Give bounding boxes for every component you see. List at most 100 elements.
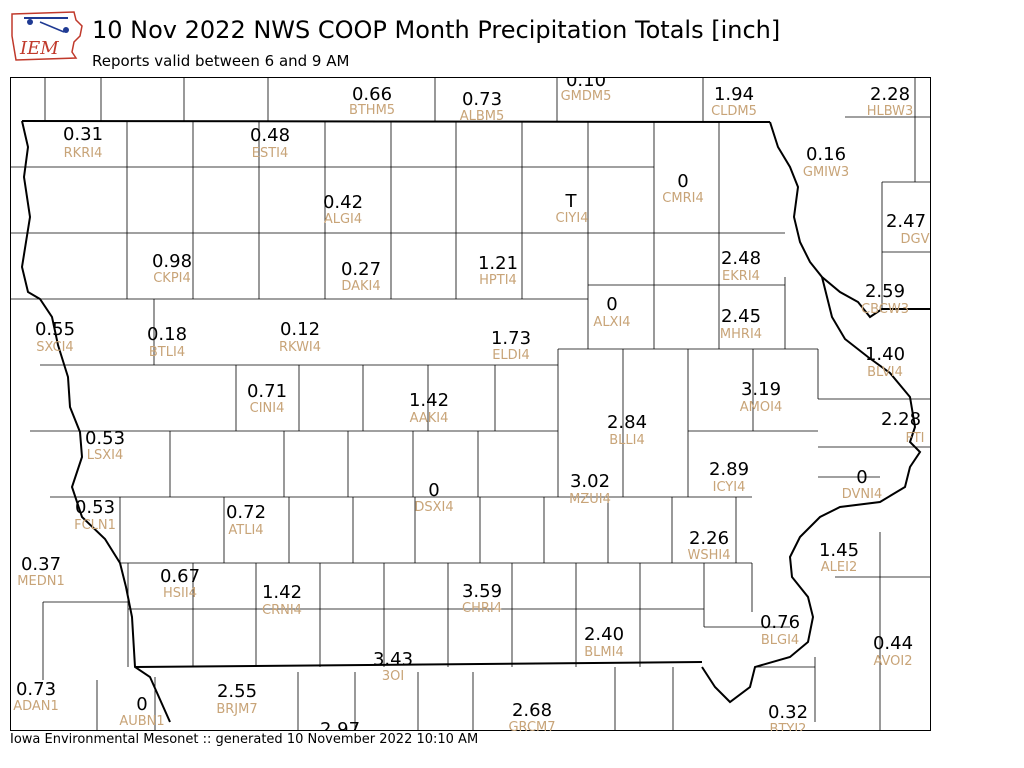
station-value: 2.45: [721, 306, 761, 327]
station-value: 0.73: [462, 89, 502, 110]
footer-credit: Iowa Environmental Mesonet :: generated …: [10, 732, 479, 747]
station-value: 0: [606, 294, 617, 315]
station-id: BRJM7: [216, 702, 257, 717]
station-id: ALEI2: [821, 560, 857, 575]
station-value: 0.53: [85, 428, 125, 449]
station-id: AUBN1: [119, 714, 164, 729]
station-id: ADAN1: [13, 699, 59, 714]
station-id: DSXI4: [414, 500, 453, 515]
station-value: 0: [136, 694, 147, 715]
station-value: 1.73: [491, 328, 531, 349]
station-value: 0.37: [21, 554, 61, 575]
station-id: CINI4: [250, 401, 285, 416]
station-id: MZUI4: [569, 492, 611, 507]
station-value: 2.84: [607, 412, 647, 433]
station-value: 0.98: [152, 251, 192, 272]
station-value: 0: [856, 467, 867, 488]
station-id: DVNI4: [842, 487, 883, 502]
station-id: HPTI4: [479, 273, 517, 288]
station-value: 2.59: [865, 281, 905, 302]
station-id: ALBM5: [460, 109, 505, 124]
station-value: 1.42: [409, 390, 449, 411]
station-value: 2.55: [217, 681, 257, 702]
station-id: AMOI4: [740, 400, 782, 415]
station-value: 3.59: [462, 581, 502, 602]
station-value: 0.42: [323, 192, 363, 213]
station-value: T: [565, 191, 578, 212]
station-value: 2.47: [886, 211, 926, 232]
station-value: 2.48: [721, 248, 761, 269]
station-value: 2.68: [512, 700, 552, 721]
station-value: 0.76: [760, 612, 800, 633]
station-id: ESTI4: [252, 146, 289, 161]
station-id: BLLI4: [609, 433, 645, 448]
station-value: 0.12: [280, 319, 320, 340]
station-value: 3.19: [741, 379, 781, 400]
station-value: 0.73: [16, 679, 56, 700]
map-subtitle: Reports valid between 6 and 9 AM: [92, 52, 350, 70]
station-id: BTHM5: [349, 103, 395, 118]
station-id: BLMI4: [584, 645, 623, 660]
station-id: AAKI4: [410, 411, 449, 426]
station-id: LSXI4: [87, 448, 124, 463]
station-value: 0.18: [147, 324, 187, 345]
station-id: ELDI4: [492, 348, 530, 363]
station-id: CMRI4: [662, 191, 703, 206]
station-value: 0.72: [226, 502, 266, 523]
station-value: 1.45: [819, 540, 859, 561]
station-id: BTYI2: [770, 722, 807, 731]
station-value: 0: [677, 171, 688, 192]
station-id: CLDM5: [711, 104, 757, 119]
station-value: 2.26: [689, 528, 729, 549]
station-id: WSHI4: [688, 548, 731, 563]
station-id: ALXI4: [593, 315, 630, 330]
station-id: GMIW3: [803, 165, 849, 180]
station: 2.97: [320, 719, 360, 740]
precipitation-map: 0.66 BTHM5 0.73 ALBM5 0.10 GMDM5 1.94 CLDM5 …: [10, 70, 931, 740]
station-id: RKRI4: [64, 146, 103, 161]
station-id: HLBW3: [867, 104, 914, 119]
station-id: CIYI4: [556, 211, 589, 226]
station-value: 0.71: [247, 381, 287, 402]
station-value: 0.16: [806, 144, 846, 165]
station-id: BLGI4: [761, 633, 799, 648]
map-title: 10 Nov 2022 NWS COOP Month Precipitation…: [92, 16, 781, 44]
station-id: DGV: [901, 232, 930, 247]
station-value: 0.53: [75, 497, 115, 518]
station-value: 3.43: [373, 649, 413, 670]
station-id: ICYI4: [713, 480, 746, 495]
station-id: CRNI4: [262, 603, 302, 618]
station-value: 3.02: [570, 471, 610, 492]
station-id: GMDM5: [561, 89, 612, 104]
map-frame: [10, 77, 931, 731]
station-id: BTLI4: [149, 345, 185, 360]
